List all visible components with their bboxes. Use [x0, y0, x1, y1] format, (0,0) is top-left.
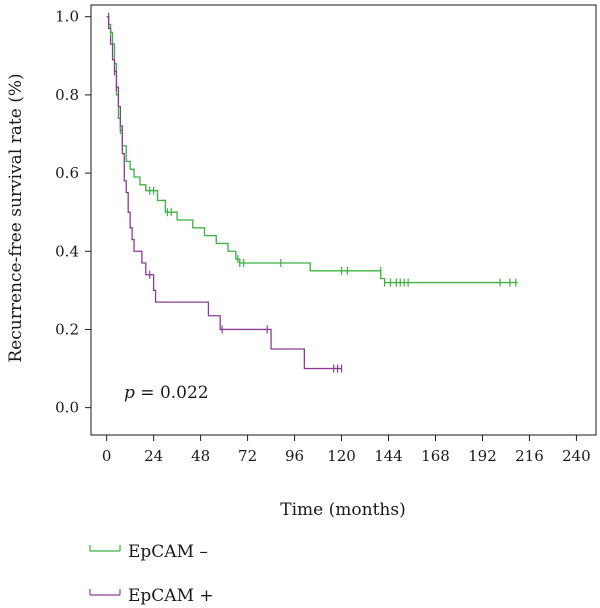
p-value-rest: = 0.022: [135, 383, 209, 403]
x-tick-label: 144: [374, 447, 403, 465]
series-line-0: [106, 16, 518, 284]
x-tick-label: 24: [144, 447, 163, 465]
legend-label-epcam-pos: EpCAM +: [128, 586, 214, 606]
x-tick-label: 96: [285, 447, 304, 465]
x-axis-label: Time (months): [280, 500, 405, 520]
y-tick-label: 0.8: [55, 86, 79, 104]
x-tick-label: 240: [562, 447, 591, 465]
legend-item-epcam-pos: EpCAM +: [89, 586, 214, 606]
x-tick-label: 168: [421, 447, 450, 465]
x-tick-label: 216: [515, 447, 544, 465]
series-curves: [106, 16, 518, 370]
x-axis-ticks: 0 24 48 72 96 120 144 168 192 216 240: [102, 435, 591, 465]
censor-marks: [108, 12, 517, 373]
series-line-1: [106, 16, 342, 370]
y-tick-label: 0.4: [55, 242, 79, 260]
x-tick-label: 0: [102, 447, 112, 465]
p-value-italic: p: [124, 383, 135, 403]
x-tick-label: 72: [238, 447, 257, 465]
x-tick-label: 48: [191, 447, 210, 465]
p-value-annotation: p = 0.022: [124, 383, 209, 403]
plot-frame: [90, 4, 597, 436]
legend-symbol-epcam-pos: [89, 589, 121, 596]
y-axis-label: Recurrence-free survival rate (%): [6, 73, 26, 362]
y-tick-label: 0.0: [55, 399, 79, 417]
legend-label-epcam-neg: EpCAM –: [128, 542, 208, 562]
y-tick-label: 0.6: [55, 164, 79, 182]
x-tick-label: 120: [327, 447, 356, 465]
plot-border: [90, 4, 597, 436]
legend: EpCAM – EpCAM +: [89, 542, 214, 606]
y-tick-label: 0.2: [55, 320, 79, 338]
legend-item-epcam-neg: EpCAM –: [89, 542, 208, 562]
y-axis-ticks: 0.0 0.2 0.4 0.6 0.8 1.0: [55, 8, 91, 417]
y-tick-label: 1.0: [55, 8, 79, 26]
x-tick-label: 192: [468, 447, 497, 465]
legend-symbol-epcam-neg: [89, 545, 121, 552]
